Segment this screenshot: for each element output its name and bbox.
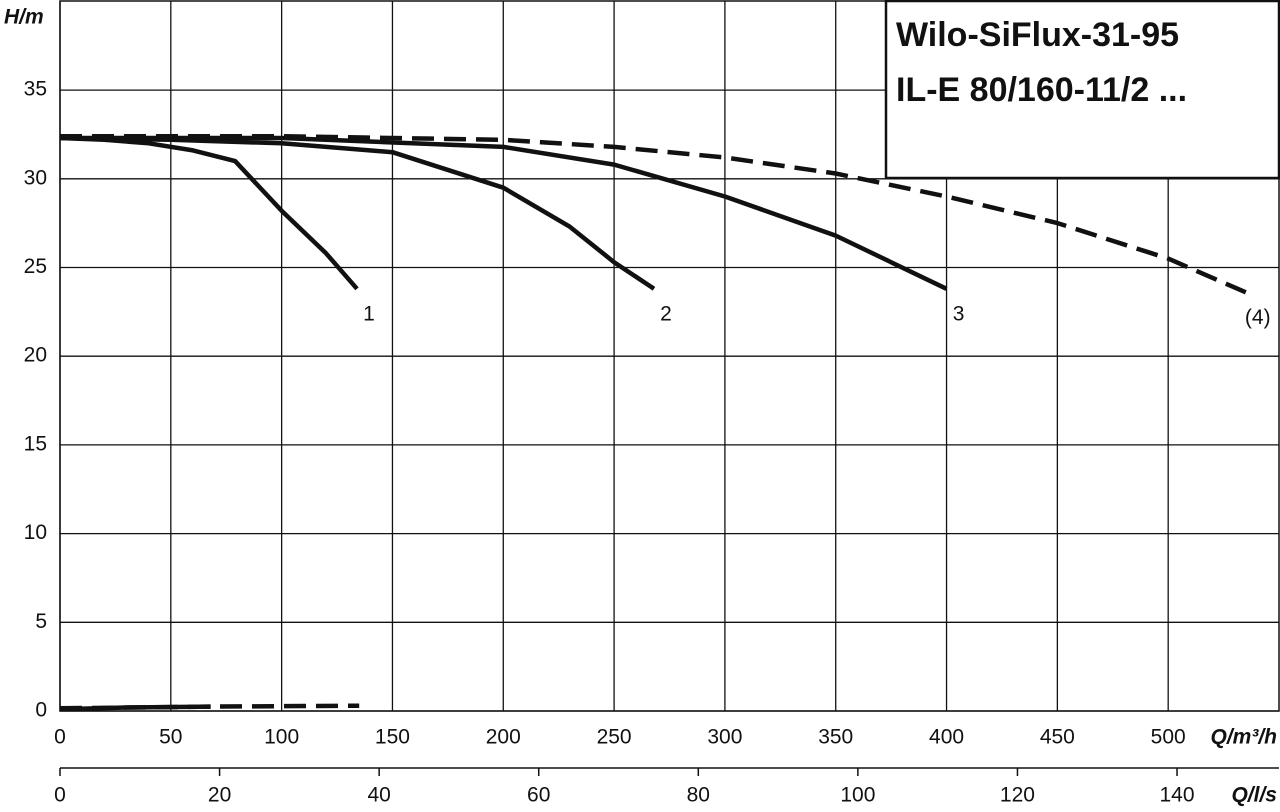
y-tick-label: 20 bbox=[24, 344, 47, 367]
y-tick-label: 25 bbox=[24, 255, 47, 278]
y-tick-label: 15 bbox=[24, 432, 47, 455]
pump-curve bbox=[60, 133, 1247, 295]
title-box bbox=[884, 0, 1280, 180]
x-tick-label: 500 bbox=[1151, 726, 1186, 749]
x2-tick-label: 0 bbox=[54, 784, 66, 807]
x-tick-label: 100 bbox=[264, 726, 299, 749]
curve-label: 3 bbox=[953, 302, 965, 325]
curve-label: 2 bbox=[660, 302, 672, 325]
x2-tick-label: 40 bbox=[367, 784, 390, 807]
chart-title: Wilo-SiFlux-31-95 bbox=[896, 16, 1179, 54]
y-tick-label: 35 bbox=[24, 78, 47, 101]
x-tick-label: 0 bbox=[54, 726, 66, 749]
pump-curve bbox=[60, 135, 948, 291]
x2-axis-title: Q/l/s bbox=[1231, 784, 1277, 807]
chart-subtitle: IL-E 80/160-11/2 ... bbox=[896, 71, 1187, 109]
y-tick-label: 0 bbox=[35, 699, 47, 722]
y-tick-label: 30 bbox=[24, 166, 47, 189]
pump-curve bbox=[59, 135, 656, 291]
x2-tick-label: 140 bbox=[1160, 784, 1195, 807]
x-tick-label: 300 bbox=[707, 726, 742, 749]
x-tick-label: 400 bbox=[929, 726, 964, 749]
x-tick-label: 150 bbox=[375, 726, 410, 749]
x-tick-label: 350 bbox=[818, 726, 853, 749]
pump-curve bbox=[59, 135, 359, 291]
x2-tick-label: 100 bbox=[840, 784, 875, 807]
y-axis-title: H/m bbox=[4, 6, 44, 29]
curve-label: (4) bbox=[1245, 306, 1271, 329]
plot-area bbox=[59, 1, 1279, 712]
y-tick-label: 10 bbox=[24, 521, 47, 544]
x2-tick-label: 20 bbox=[208, 784, 231, 807]
x2-tick-label: 120 bbox=[1000, 784, 1035, 807]
x-tick-label: 200 bbox=[486, 726, 521, 749]
pump-curve bbox=[59, 703, 360, 711]
x2-tick-label: 60 bbox=[527, 784, 550, 807]
x-tick-label: 50 bbox=[159, 726, 182, 749]
x-tick-label: 250 bbox=[597, 726, 632, 749]
curve-label: 1 bbox=[363, 302, 375, 325]
x-axis-title: Q/m³/h bbox=[1211, 726, 1278, 749]
x2-tick-label: 80 bbox=[687, 784, 710, 807]
x-tick-label: 450 bbox=[1040, 726, 1075, 749]
y-tick-label: 5 bbox=[35, 610, 47, 633]
